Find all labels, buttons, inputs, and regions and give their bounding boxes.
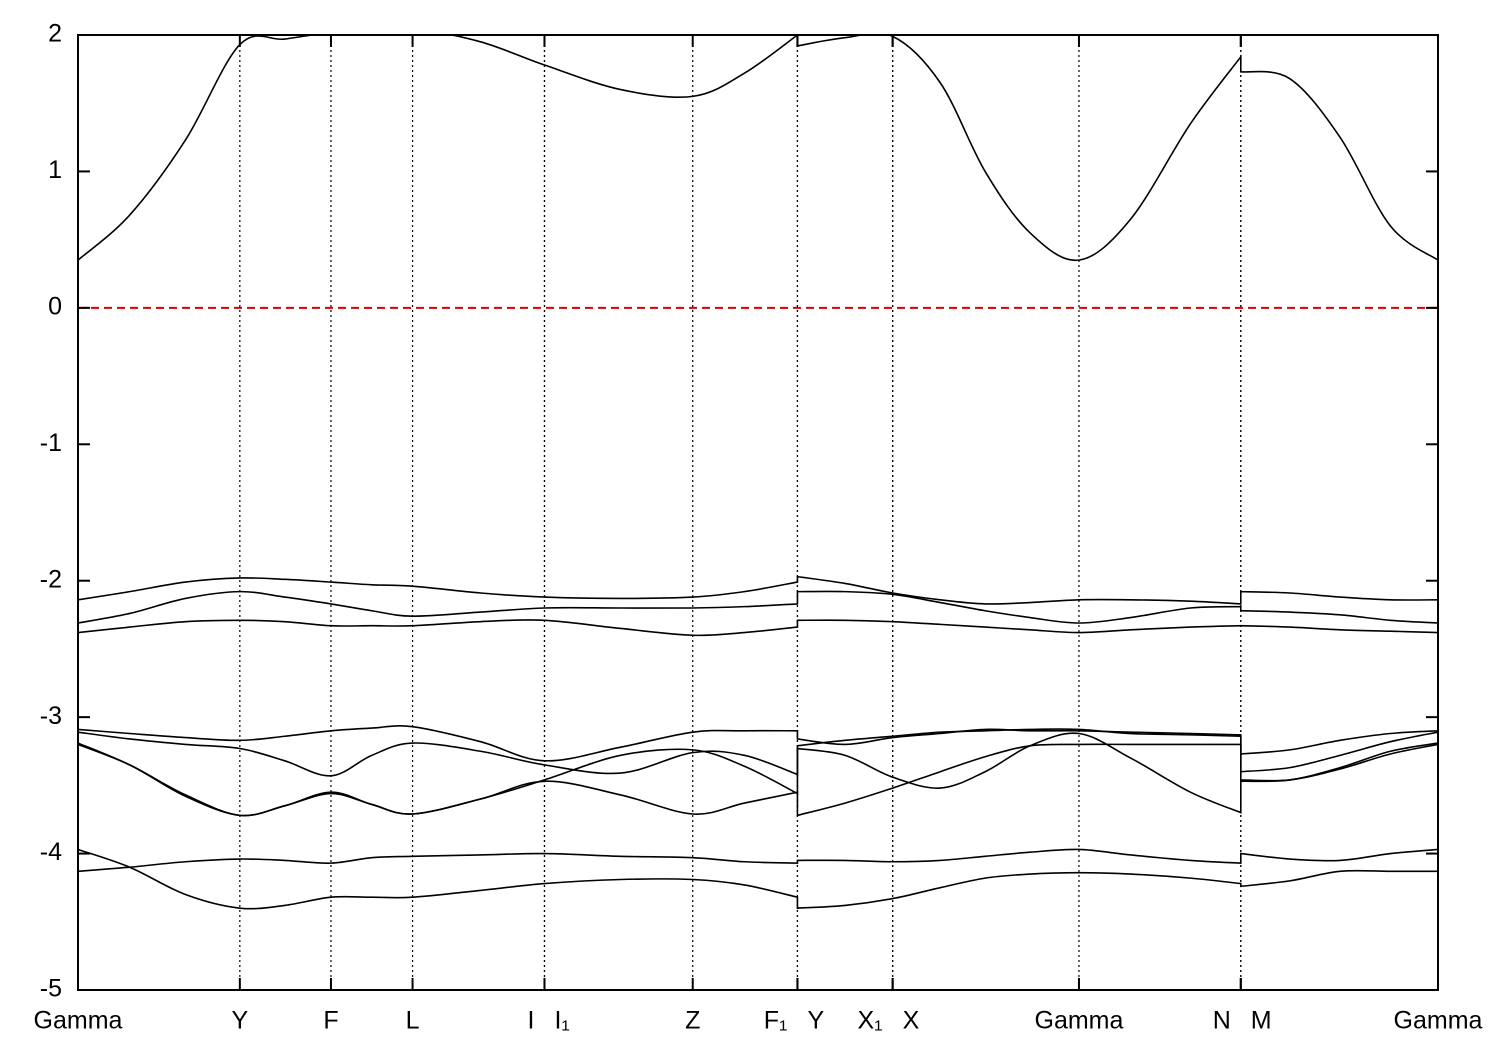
band-line — [78, 848, 1438, 873]
x-tick-label: M — [1251, 1007, 1272, 1035]
y-tick-label: -2 — [40, 565, 62, 593]
y-tick-label: 1 — [48, 156, 62, 184]
y-tick-label: -4 — [40, 838, 62, 866]
x-tick-label: F — [323, 1007, 338, 1035]
band-line — [78, 848, 1438, 910]
band-line — [78, 575, 1438, 605]
x-tick-label: Y — [807, 1007, 824, 1035]
y-tick-label: -5 — [40, 975, 62, 1003]
x-tick-label: I — [528, 1007, 535, 1035]
band-line — [78, 35, 1438, 261]
x-tick-label: N — [1213, 1007, 1231, 1035]
grid — [77, 35, 1439, 990]
y-tick-label: -1 — [40, 429, 62, 457]
bands — [78, 35, 1438, 910]
x-tick-label: Gamma — [34, 1007, 123, 1035]
y-tick-label: -3 — [40, 702, 62, 730]
labels: -5 -4 -3 -2 -1 0 1 2 Gamma Y F L I I₁ Z F₁ Y X₁ X Gamma N M Ga… — [34, 20, 1483, 1035]
x-tick-label: F₁ — [764, 1007, 788, 1035]
band-line — [78, 619, 1438, 637]
band-line — [78, 725, 1438, 762]
x-tick-label: Z — [685, 1007, 700, 1035]
band-line — [78, 590, 1438, 624]
plot-frame — [77, 34, 1439, 991]
band-line — [78, 743, 1438, 817]
x-tick-label: Y — [231, 1007, 248, 1035]
x-tick-label: I₁ — [554, 1007, 569, 1035]
y-tick-label: 2 — [48, 20, 62, 48]
x-tick-label: X — [903, 1007, 920, 1035]
x-tick-label: Gamma — [1394, 1007, 1483, 1035]
x-tick-label: Gamma — [1035, 1007, 1124, 1035]
x-tick-label: X₁ — [858, 1007, 883, 1035]
band-line — [78, 732, 1438, 817]
x-tick-label: L — [406, 1007, 420, 1035]
y-tick-label: 0 — [48, 292, 62, 320]
